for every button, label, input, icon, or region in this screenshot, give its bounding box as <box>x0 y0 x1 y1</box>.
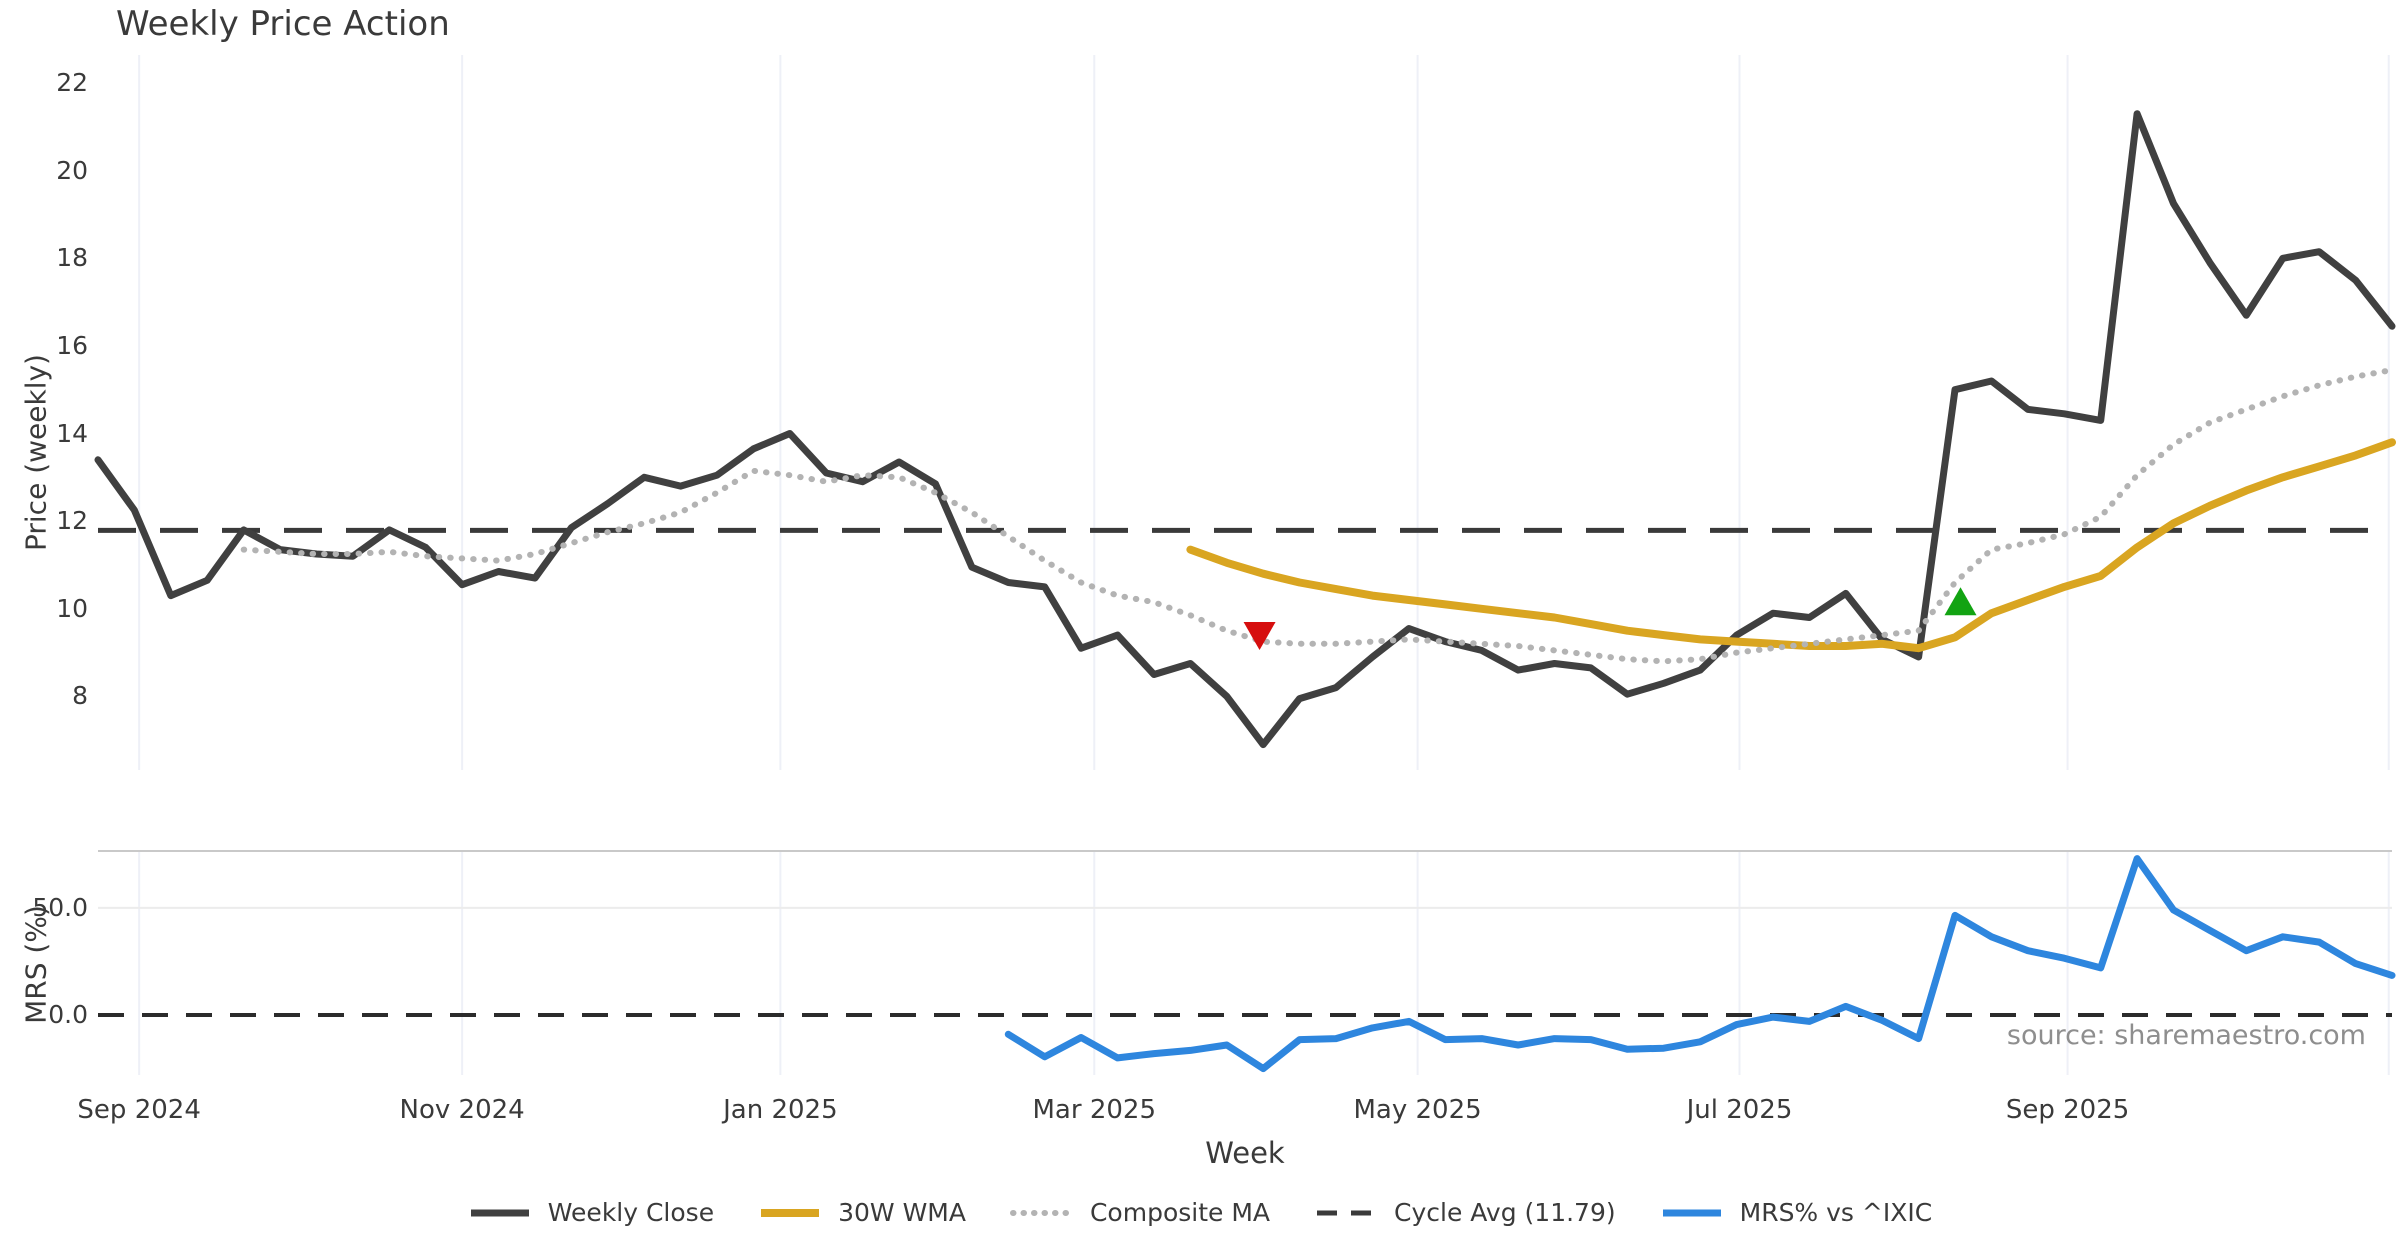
mrs-panel-plot <box>98 850 2396 1075</box>
legend: Weekly Close 30W WMA Composite MA Cycle Avg… <box>0 1198 2400 1227</box>
x-tick-label: Sep 2025 <box>2005 1095 2130 1125</box>
legend-label: 30W WMA <box>838 1198 966 1227</box>
price-ytick-label: 16 <box>56 330 88 360</box>
price-ytick-label: 18 <box>56 243 88 273</box>
legend-swatch-solid-icon <box>761 1208 820 1217</box>
price-ytick-label: 8 <box>72 681 88 711</box>
legend-item: Weekly Close <box>468 1198 714 1227</box>
legend-item: Cycle Avg (11.79) <box>1314 1198 1616 1227</box>
mrs-ytick-label: 50.0 <box>32 892 88 922</box>
price-ytick-label: 14 <box>56 418 88 448</box>
legend-item: 30W WMA <box>758 1198 966 1227</box>
legend-item: MRS% vs ^IXIC <box>1660 1198 1933 1227</box>
x-tick-label: May 2025 <box>1353 1095 1482 1125</box>
x-tick-label: Jul 2025 <box>1686 1095 1793 1125</box>
chart-title: Weekly Price Action <box>116 4 450 44</box>
price-ytick-label: 12 <box>56 506 88 536</box>
buy-signal-marker <box>1944 587 1977 616</box>
mrs-axis-label: MRS (%) <box>19 905 53 1024</box>
mrs-ytick-label: 0.0 <box>48 1000 88 1029</box>
legend-swatch-dashed-icon <box>1317 1210 1376 1215</box>
price-panel-plot <box>94 55 2396 770</box>
x-tick-label: Nov 2024 <box>399 1095 525 1125</box>
x-tick-label: Jan 2025 <box>723 1095 838 1125</box>
x-axis-label: Week <box>1205 1136 1285 1170</box>
x-tick-label: Sep 2024 <box>77 1095 201 1125</box>
price-ytick-label: 10 <box>56 593 88 623</box>
legend-swatch-solid-icon <box>1662 1209 1721 1216</box>
weekly-close-line <box>94 110 2396 749</box>
sell-signal-marker <box>1243 622 1276 651</box>
x-tick-label: Mar 2025 <box>1032 1095 1157 1125</box>
legend-swatch-solid-icon <box>470 1209 529 1216</box>
legend-label: MRS% vs ^IXIC <box>1739 1198 1933 1227</box>
mrs-vs-ixic-line <box>1004 855 2396 1073</box>
source-note: source: sharemaestro.com <box>2006 1020 2366 1051</box>
legend-label: Weekly Close <box>547 1198 715 1227</box>
legend-swatch-dotted-icon <box>1009 1209 1074 1216</box>
legend-label: Composite MA <box>1089 1198 1271 1227</box>
legend-label: Cycle Avg (11.79) <box>1394 1198 1616 1227</box>
composite-ma-line <box>240 367 2395 665</box>
legend-item: Composite MA <box>1009 1198 1271 1227</box>
price-ytick-label: 22 <box>56 68 88 98</box>
price-ytick-label: 20 <box>56 155 88 185</box>
